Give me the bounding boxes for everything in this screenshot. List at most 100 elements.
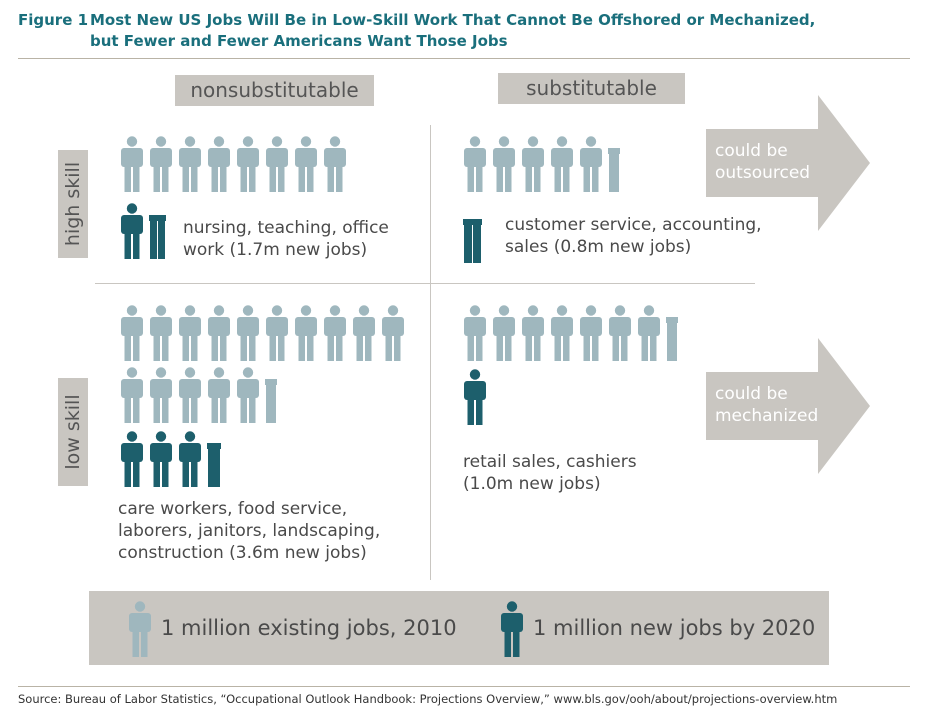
title-rule [18,58,910,59]
existing-jobs-person-icon [179,305,201,361]
existing-jobs-person-icon [121,367,143,423]
row-header-low-skill: low skill [58,378,88,486]
existing-jobs-person-icon [208,136,230,192]
figure-label: Figure 1 [18,11,89,29]
existing-jobs-person-icon [522,305,544,361]
col-header-substitutable: substitutable [498,73,685,104]
legend-new-person-icon [500,601,529,657]
grid-vertical-divider [430,125,431,580]
low-sub-description: retail sales, cashiers (1.0m new jobs) [463,451,637,495]
low-nonsub-description: care workers, food service, laborers, ja… [118,498,380,564]
mechanized-arrow-label-line2: mechanized [715,406,819,426]
low-nonsub-new-icons [120,431,226,487]
low-sub-existing-icons [463,305,683,361]
high-nonsub-description-line1: nursing, teaching, office [183,218,389,238]
high-sub-description-line2: sales (0.8m new jobs) [505,237,692,257]
existing-jobs-person-icon [493,305,515,361]
existing-jobs-person-icon [150,305,172,361]
new-jobs-person-icon [121,203,143,259]
existing-jobs-person-icon [129,601,151,657]
existing-jobs-person-icon [608,148,620,192]
existing-jobs-person-icon [580,136,602,192]
existing-jobs-person-icon [121,136,143,192]
source-rule [18,686,910,687]
new-jobs-person-icon [501,601,523,657]
high-nonsub-existing-icons [120,136,352,192]
existing-jobs-person-icon [237,136,259,192]
figure-title-line1: Most New US Jobs Will Be in Low-Skill Wo… [90,11,816,29]
existing-jobs-person-icon [493,136,515,192]
existing-jobs-person-icon [551,136,573,192]
legend-new-label: 1 million new jobs by 2020 [533,616,816,640]
existing-jobs-person-icon [382,305,404,361]
existing-jobs-person-icon [551,305,573,361]
new-jobs-person-icon [121,431,143,487]
existing-jobs-person-icon [295,136,317,192]
mechanized-arrow-shape [706,338,870,474]
figure-title: Figure 1 Most New US Jobs Will Be in Low-… [18,10,815,52]
outsourced-arrow-label-line1: could be [715,141,788,161]
mechanized-arrow-label: could be mechanized [715,383,818,427]
existing-jobs-person-icon [580,305,602,361]
grid-horizontal-divider [95,283,755,284]
col-header-nonsubstitutable: nonsubstitutable [175,75,374,106]
existing-jobs-person-icon [208,305,230,361]
existing-jobs-person-icon [266,305,288,361]
existing-jobs-person-icon [179,367,201,423]
existing-jobs-person-icon [666,317,678,361]
existing-jobs-person-icon [150,367,172,423]
existing-jobs-person-icon [237,305,259,361]
high-sub-existing-icons [463,136,625,192]
high-nonsub-new-icons [120,203,171,259]
low-nonsub-existing-icons-row2 [120,367,282,423]
mechanized-arrow [706,338,870,474]
existing-jobs-person-icon [353,305,375,361]
low-nonsub-existing-icons-row1 [120,305,410,361]
existing-jobs-person-icon [638,305,660,361]
high-sub-description-line1: customer service, accounting, [505,215,762,235]
row-header-high-skill-text: high skill [62,161,84,247]
high-nonsub-description-line2: work (1.7m new jobs) [183,240,368,260]
legend-existing-person-icon [128,601,157,657]
low-sub-description-line2: (1.0m new jobs) [463,474,601,494]
new-jobs-person-icon [464,369,486,425]
existing-jobs-person-icon [121,305,143,361]
existing-jobs-person-icon [609,305,631,361]
source-note: Source: Bureau of Labor Statistics, “Occ… [18,692,838,706]
high-sub-new-icons [463,207,487,263]
existing-jobs-person-icon [237,367,259,423]
existing-jobs-person-icon [464,136,486,192]
low-sub-description-line1: retail sales, cashiers [463,452,637,472]
existing-jobs-person-icon [265,379,277,423]
legend-box [89,591,829,665]
existing-jobs-person-icon [324,136,346,192]
existing-jobs-person-icon [464,305,486,361]
existing-jobs-person-icon [208,367,230,423]
legend-existing-label: 1 million existing jobs, 2010 [161,616,457,640]
existing-jobs-person-icon [324,305,346,361]
existing-jobs-person-icon [179,136,201,192]
outsourced-arrow-shape [706,95,870,231]
existing-jobs-person-icon [150,136,172,192]
figure-title-line2: but Fewer and Fewer Americans Want Those… [90,32,508,50]
mechanized-arrow-label-line1: could be [715,384,788,404]
outsourced-arrow [706,95,870,231]
new-jobs-person-icon [150,431,172,487]
outsourced-arrow-label: could be outsourced [715,140,810,184]
row-header-high-skill: high skill [58,150,88,258]
low-nonsub-description-line1: care workers, food service, [118,499,348,519]
high-sub-description: customer service, accounting, sales (0.8… [505,214,762,258]
low-nonsub-description-line3: construction (3.6m new jobs) [118,543,367,563]
new-jobs-person-icon [463,219,482,263]
existing-jobs-person-icon [522,136,544,192]
new-jobs-person-icon [149,215,166,259]
outsourced-arrow-label-line2: outsourced [715,163,811,183]
low-sub-new-icons [463,369,492,425]
low-nonsub-description-line2: laborers, janitors, landscaping, [118,521,381,541]
row-header-low-skill-text: low skill [62,394,84,470]
new-jobs-person-icon [207,443,221,487]
new-jobs-person-icon [179,431,201,487]
existing-jobs-person-icon [266,136,288,192]
existing-jobs-person-icon [295,305,317,361]
high-nonsub-description: nursing, teaching, office work (1.7m new… [183,217,389,261]
